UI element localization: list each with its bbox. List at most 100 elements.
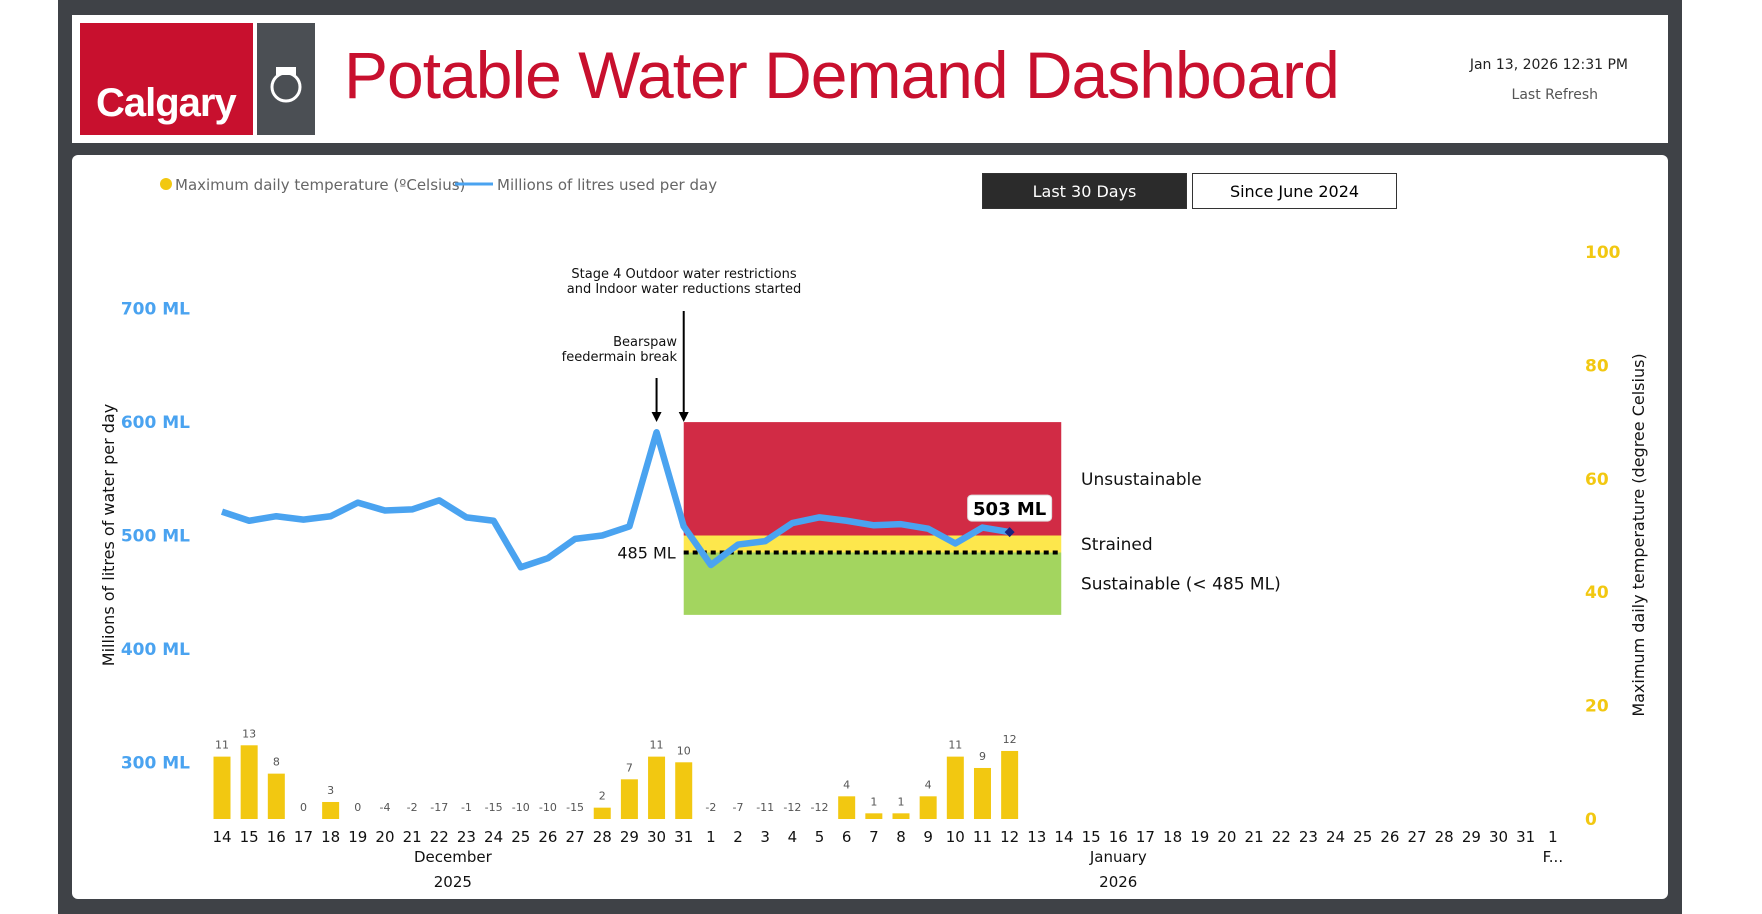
x-tick-label: 31: [1516, 828, 1535, 846]
x-tick-label: 24: [1326, 828, 1345, 846]
x-tick-label: 27: [1407, 828, 1426, 846]
x-tick-label: 25: [1353, 828, 1372, 846]
annotation-text: Bearspaw: [613, 335, 677, 350]
annotation-text: Stage 4 Outdoor water restrictions: [571, 267, 796, 282]
month-label: F...: [1543, 848, 1564, 866]
x-tick-label: 24: [484, 828, 503, 846]
bar-value-label: -4: [379, 801, 390, 814]
bar-value-label: -17: [430, 801, 448, 814]
y2-tick-label: 40: [1585, 583, 1609, 603]
annotation-text: and Indoor water reductions started: [567, 282, 802, 297]
filter-button[interactable]: Last 30 Days: [982, 173, 1187, 209]
temperature-bar: [240, 745, 258, 819]
value-label: 503 ML: [973, 499, 1046, 520]
bar-value-label: 12: [1003, 733, 1017, 746]
band-label: Unsustainable: [1081, 470, 1202, 490]
temperature-bar: [458, 819, 475, 825]
legend-swatch: [160, 178, 172, 190]
bar-value-label: 10: [677, 744, 691, 757]
x-tick-label: 29: [620, 828, 639, 846]
temperature-bar: [648, 756, 666, 819]
x-tick-label: 27: [566, 828, 585, 846]
point-marker: [1004, 527, 1015, 538]
bar-value-label: 11: [215, 739, 229, 752]
x-tick-label: 25: [511, 828, 530, 846]
x-tick-label: 23: [457, 828, 476, 846]
x-tick-label: 29: [1462, 828, 1481, 846]
bar-value-label: -12: [783, 801, 801, 814]
y-axis-title: Millions of litres of water per day: [99, 404, 118, 666]
y-tick-label: 500 ML: [121, 527, 190, 547]
x-tick-label: 8: [896, 828, 906, 846]
plot-area: [213, 429, 1019, 825]
annotation-arrowhead: [678, 412, 689, 422]
header: Calgary Potable Water Demand Dashboard J…: [72, 15, 1668, 143]
x-tick-label: 20: [1217, 828, 1236, 846]
bar-value-label: 4: [925, 778, 932, 791]
x-tick-label: 31: [674, 828, 693, 846]
x-tick-label: 9: [923, 828, 933, 846]
x-tick-label: 16: [1109, 828, 1128, 846]
bar-value-label: -11: [756, 801, 774, 814]
temperature-bar: [322, 801, 340, 819]
bar-value-label: -7: [733, 801, 744, 814]
bar-value-label: 0: [354, 801, 361, 814]
temperature-bar: [349, 819, 366, 821]
y2-tick-label: 20: [1585, 697, 1609, 717]
annotation-text: feedermain break: [562, 350, 678, 365]
x-tick-label: 13: [1027, 828, 1046, 846]
legend-label: Millions of litres used per day: [497, 176, 717, 194]
x-tick-label: 22: [1272, 828, 1291, 846]
bar-value-label: 3: [327, 784, 334, 797]
bar-value-label: 7: [626, 761, 633, 774]
x-tick-label: 1: [1548, 828, 1558, 846]
x-tick-label: 15: [240, 828, 259, 846]
band-label: Sustainable (< 485 ML): [1081, 575, 1281, 595]
bar-value-label: 4: [843, 778, 850, 791]
x-tick-label: 12: [1000, 828, 1019, 846]
x-tick-label: 15: [1082, 828, 1101, 846]
y-tick-label: 700 ML: [121, 300, 190, 320]
temperature-bar: [892, 813, 910, 819]
bar-value-label: 2: [599, 790, 606, 803]
x-tick-label: 26: [1380, 828, 1399, 846]
x-tick-label: 3: [760, 828, 770, 846]
x-tick-label: 30: [1489, 828, 1508, 846]
x-tick-label: 6: [842, 828, 852, 846]
x-tick-label: 5: [815, 828, 825, 846]
band-label: Strained: [1081, 535, 1153, 555]
bar-value-label: 11: [650, 739, 664, 752]
y-tick-label: 400 ML: [121, 640, 190, 660]
temperature-bar: [946, 756, 964, 819]
x-tick-label: 11: [973, 828, 992, 846]
page-title: Potable Water Demand Dashboard: [344, 38, 1340, 112]
temperature-bar: [838, 796, 856, 819]
bar-value-label: -1: [461, 801, 472, 814]
refresh-time: Jan 13, 2026 12:31 PM: [1469, 57, 1628, 73]
x-tick-label: 18: [1163, 828, 1182, 846]
x-tick-label: 17: [294, 828, 313, 846]
x-tick-label: 19: [348, 828, 367, 846]
bar-value-label: -15: [485, 801, 503, 814]
y2-tick-label: 60: [1585, 470, 1609, 490]
bar-value-label: -12: [811, 801, 829, 814]
month-label: January: [1089, 848, 1147, 866]
value-label-box: [967, 494, 1053, 522]
temperature-bar: [919, 796, 937, 819]
logo-text: Calgary: [96, 81, 237, 125]
bar-value-label: 1: [870, 795, 877, 808]
x-tick-label: 14: [1054, 828, 1073, 846]
filter-button[interactable]: Since June 2024: [1192, 173, 1397, 209]
bar-value-label: 11: [948, 739, 962, 752]
year-label: 2025: [434, 873, 472, 891]
x-tick-label: 16: [267, 828, 286, 846]
bar-value-label: 13: [242, 727, 256, 740]
bar-value-label: -10: [539, 801, 557, 814]
bar-value-label: -2: [705, 801, 716, 814]
logo: Calgary: [80, 23, 253, 135]
x-tick-label: 28: [593, 828, 612, 846]
x-tick-label: 22: [430, 828, 449, 846]
y2-axis-title: Maximum daily temperature (degree Celsiu…: [1629, 353, 1648, 716]
y-tick-label: 600 ML: [121, 413, 190, 433]
